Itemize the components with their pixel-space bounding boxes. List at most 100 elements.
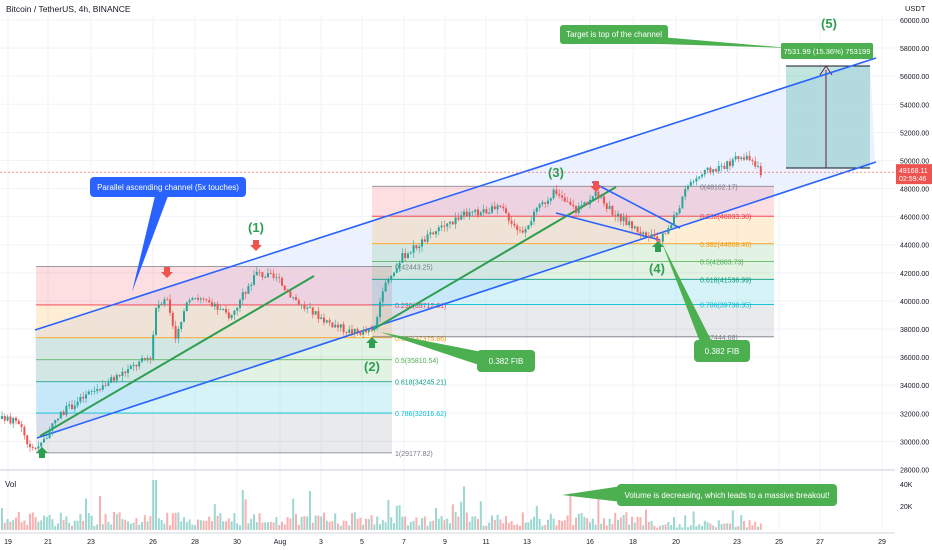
fib-zone (372, 243, 774, 262)
candle-body (555, 189, 558, 195)
candle-body (267, 273, 269, 278)
volume-bar (449, 523, 451, 530)
candle-body (65, 405, 68, 416)
volume-bar (566, 515, 569, 530)
candle-body (188, 300, 191, 303)
volume-bar (275, 517, 278, 530)
candle-body (524, 229, 527, 233)
candle-body (376, 317, 379, 327)
candle-body (535, 207, 538, 212)
candle-body (603, 196, 605, 204)
volume-bar (558, 519, 561, 530)
candle-body (233, 310, 236, 315)
candle-body (454, 217, 457, 225)
volume-bar (236, 523, 239, 530)
candle-body (695, 178, 698, 182)
candle-body (745, 155, 748, 160)
volume-bar (311, 522, 314, 530)
volume-bar (659, 526, 661, 530)
arrow-down-icon (161, 267, 173, 278)
volume-bar (359, 517, 362, 530)
volume-bar (757, 526, 759, 530)
candle-body (530, 221, 533, 226)
candle-body (365, 330, 367, 333)
volume-bar (68, 522, 71, 530)
x-tick-label: 20 (672, 539, 680, 546)
candle-body (300, 304, 303, 306)
volume-bar (645, 509, 647, 530)
volume-bar (233, 513, 236, 530)
volume-bar (323, 512, 325, 530)
channel-layer (34, 57, 877, 439)
channel-fill (35, 60, 875, 438)
volume-bar (435, 508, 437, 530)
volume-bar (656, 527, 659, 530)
volume-bar (227, 518, 230, 530)
volume-bar (393, 523, 395, 530)
volume-bar (348, 525, 351, 530)
volume-bar (309, 490, 311, 530)
volume-bar (113, 511, 115, 530)
chart-title: Bitcoin / TetherUS, 4h, BINANCE (6, 4, 131, 14)
fib-label: 0.236(39712.61) (395, 303, 446, 310)
fib-label: 0.5(35810.54) (395, 358, 439, 365)
candle-body (751, 160, 754, 162)
volume-bar (743, 521, 745, 530)
candle-body (734, 156, 737, 160)
axis-layer: 28000.00 30000.00 32000.00 34000.00 36000.00… (0, 18, 932, 546)
candle-body (533, 211, 535, 222)
callout-pointer (662, 243, 712, 342)
candle-body (513, 223, 516, 226)
candle-body (600, 196, 603, 198)
candle-body (297, 300, 300, 306)
volume-bar (547, 519, 549, 530)
candle-body (577, 205, 580, 213)
target-label-box (781, 43, 873, 59)
volume-bar (314, 515, 317, 530)
volume-bar (628, 524, 631, 530)
grid-layer (0, 15, 895, 530)
volume-bar (454, 512, 457, 530)
candle-body (426, 234, 429, 242)
candle-body (177, 328, 180, 339)
candle-body (3, 416, 6, 421)
volume-bar (549, 513, 552, 530)
candle-body (395, 268, 398, 273)
candle-body (40, 442, 43, 447)
candle-body (275, 277, 278, 279)
candle-body (759, 166, 762, 176)
candle-body (57, 418, 59, 421)
volume-bar (152, 480, 155, 530)
candle-body (667, 228, 670, 234)
candle-body (659, 241, 661, 243)
candle-body (633, 226, 636, 229)
volume-bar (561, 520, 563, 530)
candle-body (404, 253, 407, 259)
volume-bar (96, 524, 99, 530)
candle-body (362, 330, 365, 335)
volume-bar (250, 518, 253, 530)
currency-label: USDT (905, 4, 926, 13)
volume-bar (670, 525, 673, 530)
volume-bar (306, 516, 309, 530)
volume-bar (726, 523, 729, 530)
volume-bar (754, 521, 757, 530)
candle-body (446, 223, 449, 227)
fib-zone (36, 359, 392, 382)
candle-body (118, 375, 121, 376)
fib-zone (372, 304, 774, 337)
y-tick-label: 48000.00 (900, 187, 929, 194)
volume-bar (614, 512, 617, 530)
candle-body (625, 217, 628, 226)
candle-body (163, 299, 166, 305)
candle-body (415, 245, 418, 249)
x-tick-label: 25 (775, 539, 783, 546)
volume-bar (409, 522, 412, 530)
candle-body (337, 324, 339, 328)
volume-bar (185, 522, 188, 530)
volume-bar (622, 515, 625, 530)
candle-body (93, 390, 96, 392)
x-tick-label: 28 (191, 539, 199, 546)
volume-bar (681, 527, 684, 530)
volume-bar (171, 513, 174, 530)
